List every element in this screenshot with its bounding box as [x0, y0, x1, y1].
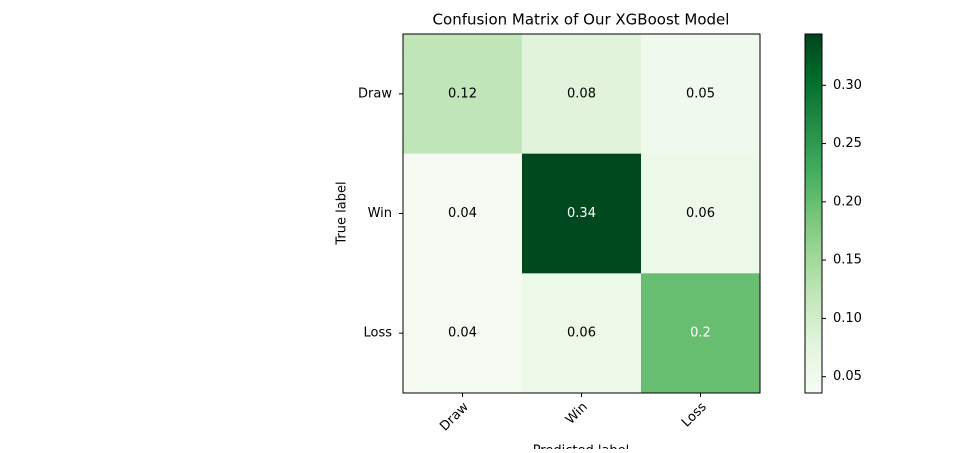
cell	[641, 34, 761, 155]
colorbar-tick-label: 0.20	[833, 194, 862, 209]
cell-label: 0.2	[690, 326, 711, 341]
x-axis-label: Predicted label	[533, 444, 630, 450]
cell	[403, 34, 523, 155]
chart-title: Confusion Matrix of Our XGBoost Model	[433, 11, 730, 29]
y-tick-label: Draw	[358, 86, 392, 101]
colorbar-tick-label: 0.30	[833, 78, 862, 93]
cell-label: 0.08	[567, 86, 596, 101]
x-tick-label: Loss	[679, 400, 710, 431]
cell-label: 0.05	[686, 86, 715, 101]
cell	[641, 273, 761, 394]
cell-label: 0.12	[448, 86, 477, 101]
cell-label: 0.34	[567, 206, 596, 221]
colorbar	[804, 33, 823, 394]
colorbar-tick-label: 0.10	[833, 311, 862, 326]
x-tick-label: Win	[563, 400, 591, 428]
y-axis-label: True label	[335, 181, 350, 245]
cell-label: 0.04	[448, 326, 477, 341]
colorbar-tick-label: 0.05	[833, 369, 862, 384]
colorbar-tick-label: 0.25	[833, 136, 862, 151]
cell	[641, 153, 761, 274]
cell	[522, 34, 642, 155]
cell-label: 0.04	[448, 206, 477, 221]
y-tick-label: Win	[368, 206, 392, 221]
cell-label: 0.06	[567, 326, 596, 341]
cell	[522, 153, 642, 274]
cell	[522, 273, 642, 394]
cell	[403, 153, 523, 274]
x-tick-label: Draw	[437, 399, 472, 434]
cell-label: 0.06	[686, 206, 715, 221]
y-tick-label: Loss	[363, 326, 392, 341]
cell	[403, 273, 523, 394]
colorbar-tick-label: 0.15	[833, 253, 862, 268]
